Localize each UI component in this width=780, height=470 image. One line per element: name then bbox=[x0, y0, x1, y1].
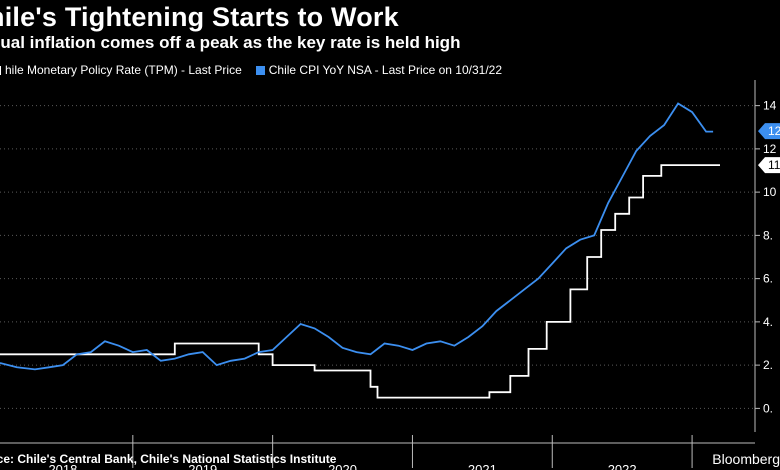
legend-swatch-cpi bbox=[255, 65, 265, 75]
y-tick-label-4: 8. bbox=[763, 228, 773, 242]
y-tick-label-6: 12 bbox=[763, 142, 777, 156]
chart-source: rce: Chile's Central Bank, Chile's Natio… bbox=[0, 452, 337, 466]
y-tick-label-5: 10 bbox=[763, 185, 777, 199]
end-tag-label-policy-rate: 11 bbox=[768, 158, 780, 172]
series-line-cpi bbox=[0, 102, 714, 371]
legend-label-cpi: Chile CPI YoY NSA - Last Price on 10/31/… bbox=[268, 63, 503, 77]
legend-swatch-policy-rate bbox=[0, 65, 1, 75]
end-tag-cpi: 12 bbox=[758, 123, 780, 140]
x-tick-label-2: 2020 bbox=[328, 462, 357, 470]
end-tag-shape-cpi bbox=[758, 123, 780, 140]
series-line-policy-rate bbox=[0, 164, 720, 399]
y-tick-label-0: 0. bbox=[763, 401, 773, 415]
x-tick-label-3: 2021 bbox=[468, 462, 497, 470]
end-tag-label-cpi: 12 bbox=[768, 124, 780, 138]
legend-item-policy-rate: hile Monetary Policy Rate (TPM) - Last P… bbox=[0, 63, 242, 77]
y-tick-label-1: 2. bbox=[763, 358, 773, 372]
x-tick-label-4: 2022 bbox=[608, 462, 637, 470]
chart-subtitle: nual inflation comes off a peak as the k… bbox=[0, 33, 461, 52]
chart-legend: hile Monetary Policy Rate (TPM) - Last P… bbox=[0, 63, 516, 77]
y-tick-label-7: 14 bbox=[763, 99, 777, 113]
end-tag-policy-rate: 11 bbox=[758, 157, 780, 174]
y-tick-label-2: 4. bbox=[763, 315, 773, 329]
y-tick-label-3: 6. bbox=[763, 272, 773, 286]
end-tag-shape-policy-rate bbox=[758, 157, 780, 174]
x-tick-label-1: 2019 bbox=[188, 462, 217, 470]
x-tick-label-0: 2018 bbox=[48, 462, 77, 470]
bloomberg-logo: Bloomberg bbox=[712, 451, 780, 467]
legend-item-cpi: Chile CPI YoY NSA - Last Price on 10/31/… bbox=[255, 63, 503, 77]
legend-label-policy-rate: hile Monetary Policy Rate (TPM) - Last P… bbox=[5, 63, 242, 77]
chart-title: hile's Tightening Starts to Work bbox=[0, 2, 399, 32]
